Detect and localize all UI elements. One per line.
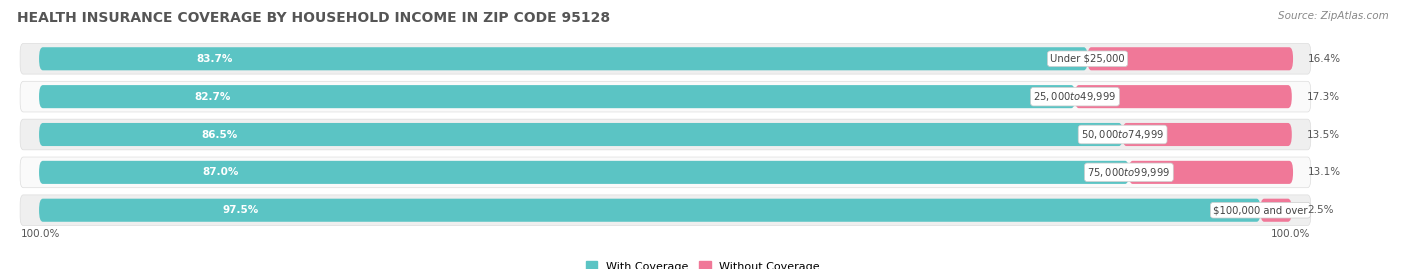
FancyBboxPatch shape (20, 81, 1310, 112)
Text: $100,000 and over: $100,000 and over (1213, 205, 1308, 215)
Text: $50,000 to $74,999: $50,000 to $74,999 (1081, 128, 1164, 141)
Text: HEALTH INSURANCE COVERAGE BY HOUSEHOLD INCOME IN ZIP CODE 95128: HEALTH INSURANCE COVERAGE BY HOUSEHOLD I… (17, 11, 610, 25)
Text: 97.5%: 97.5% (222, 205, 259, 215)
Text: $25,000 to $49,999: $25,000 to $49,999 (1033, 90, 1116, 103)
Text: 86.5%: 86.5% (201, 129, 238, 140)
FancyBboxPatch shape (1260, 199, 1292, 222)
Text: 87.0%: 87.0% (202, 167, 239, 177)
Text: 16.4%: 16.4% (1308, 54, 1341, 64)
Text: 13.5%: 13.5% (1306, 129, 1340, 140)
Text: Source: ZipAtlas.com: Source: ZipAtlas.com (1278, 11, 1389, 21)
Text: 100.0%: 100.0% (20, 229, 59, 239)
FancyBboxPatch shape (20, 195, 1310, 225)
Text: 83.7%: 83.7% (197, 54, 233, 64)
Legend: With Coverage, Without Coverage: With Coverage, Without Coverage (582, 257, 824, 269)
FancyBboxPatch shape (39, 199, 1260, 222)
FancyBboxPatch shape (39, 123, 1122, 146)
FancyBboxPatch shape (39, 85, 1076, 108)
FancyBboxPatch shape (20, 157, 1310, 188)
FancyBboxPatch shape (1122, 123, 1292, 146)
FancyBboxPatch shape (1129, 161, 1294, 184)
FancyBboxPatch shape (1087, 47, 1294, 70)
Text: Under $25,000: Under $25,000 (1050, 54, 1125, 64)
Text: 13.1%: 13.1% (1308, 167, 1341, 177)
FancyBboxPatch shape (39, 161, 1129, 184)
FancyBboxPatch shape (39, 47, 1088, 70)
FancyBboxPatch shape (20, 119, 1310, 150)
FancyBboxPatch shape (1076, 85, 1292, 108)
Text: 100.0%: 100.0% (1271, 229, 1310, 239)
Text: $75,000 to $99,999: $75,000 to $99,999 (1087, 166, 1171, 179)
FancyBboxPatch shape (20, 44, 1310, 74)
Text: 82.7%: 82.7% (194, 92, 231, 102)
Text: 2.5%: 2.5% (1306, 205, 1333, 215)
Text: 17.3%: 17.3% (1306, 92, 1340, 102)
